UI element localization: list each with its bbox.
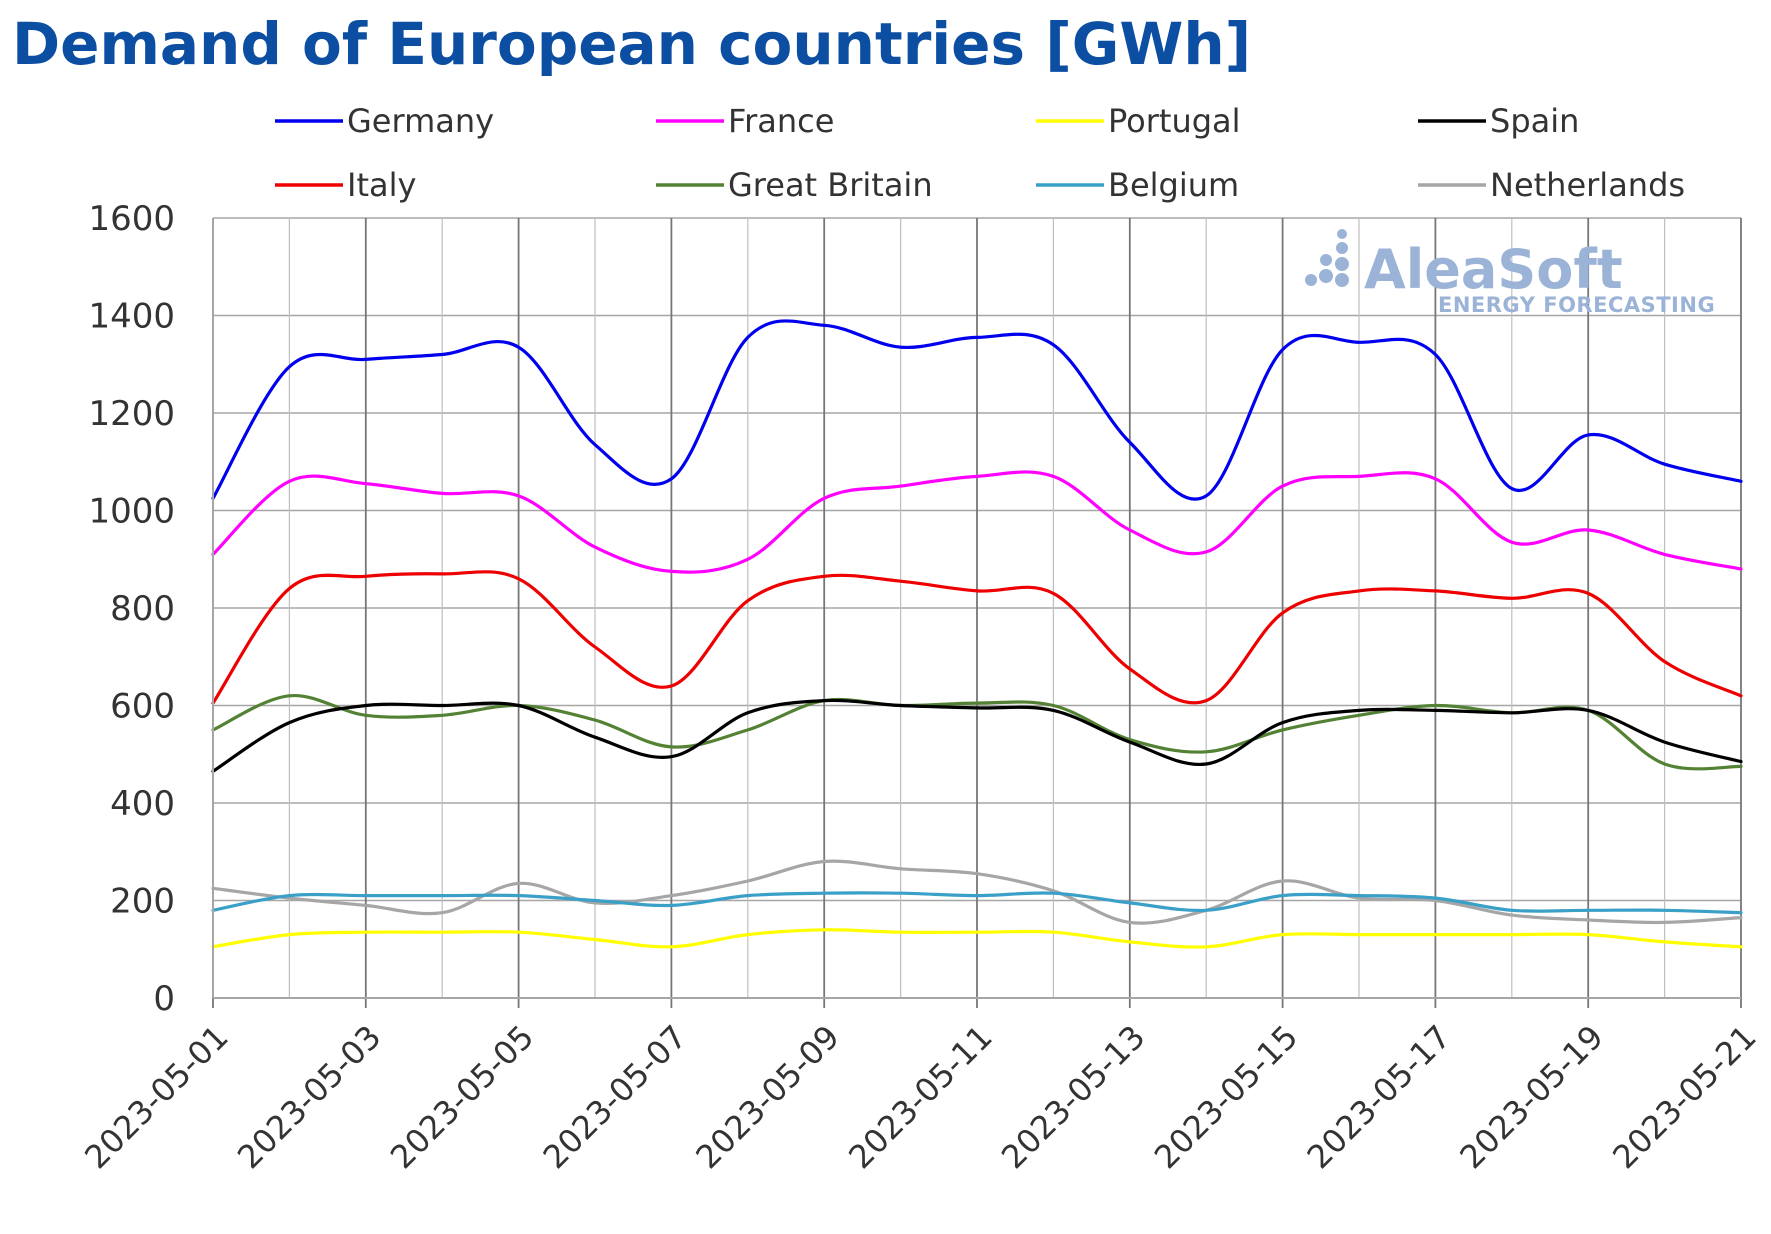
- watermark-tagline: ENERGY FORECASTING: [1438, 293, 1715, 317]
- y-tick-label: 1000: [88, 492, 175, 532]
- series-line-germany: [211, 319, 1743, 501]
- series-line-portugal: [211, 928, 1743, 949]
- y-tick-label: 1200: [88, 394, 175, 434]
- aleasoft-watermark: AleaSoft ENERGY FORECASTING: [1305, 229, 1715, 317]
- x-tick-label: 2023-05-17: [1300, 1018, 1458, 1176]
- legend-item-spain: Spain: [1418, 102, 1579, 140]
- legend-item-portugal: Portugal: [1036, 102, 1241, 140]
- y-tick-label: 200: [110, 882, 175, 922]
- series-line-france: [211, 470, 1743, 574]
- x-tick-label: 2023-05-09: [688, 1018, 846, 1176]
- x-tick-label: 2023-05-01: [77, 1018, 235, 1176]
- legend-item-france: France: [656, 102, 834, 140]
- x-tick-label: 2023-05-05: [383, 1018, 541, 1176]
- aleasoft-logo-icon: [1305, 229, 1349, 287]
- legend-label: Spain: [1490, 102, 1579, 140]
- x-tick-label: 2023-05-21: [1605, 1018, 1763, 1176]
- series-lines: [211, 319, 1743, 949]
- series-line-belgium: [211, 891, 1743, 915]
- x-tick-label: 2023-05-13: [994, 1018, 1152, 1176]
- legend-item-netherlands: Netherlands: [1418, 166, 1685, 204]
- y-tick-label: 1400: [88, 297, 175, 337]
- legend-label: Belgium: [1108, 166, 1239, 204]
- legend-label: Netherlands: [1490, 166, 1685, 204]
- y-tick-label: 400: [110, 784, 175, 824]
- legend-item-belgium: Belgium: [1036, 166, 1239, 204]
- legend-label: France: [728, 102, 834, 140]
- legend-label: Germany: [347, 102, 494, 140]
- series-line-italy: [211, 570, 1743, 705]
- legend-item-italy: Italy: [275, 166, 416, 204]
- legend-label: Portugal: [1108, 102, 1241, 140]
- y-tick-label: 1600: [88, 199, 175, 239]
- legend-item-great-britain: Great Britain: [656, 166, 933, 204]
- x-tick-label: 2023-05-07: [536, 1018, 694, 1176]
- y-tick-label: 0: [153, 979, 175, 1019]
- x-tick-label: 2023-05-11: [841, 1018, 999, 1176]
- legend: Germany France Portugal Spain Italy Great Bri…: [275, 102, 1685, 204]
- x-tick-label: 2023-05-15: [1147, 1018, 1305, 1176]
- y-tick-label: 800: [110, 589, 175, 629]
- legend-label: Great Britain: [728, 166, 933, 204]
- x-tick-label: 2023-05-03: [230, 1018, 388, 1176]
- legend-item-germany: Germany: [275, 102, 494, 140]
- watermark-brand: AleaSoft: [1364, 238, 1623, 301]
- x-tick-label: 2023-05-19: [1452, 1018, 1610, 1176]
- chart-title: Demand of European countries [GWh]: [12, 10, 1252, 78]
- series-line-netherlands: [211, 859, 1743, 925]
- series-line-spain: [211, 698, 1743, 773]
- y-tick-label: 600: [110, 687, 175, 727]
- legend-label: Italy: [347, 166, 416, 204]
